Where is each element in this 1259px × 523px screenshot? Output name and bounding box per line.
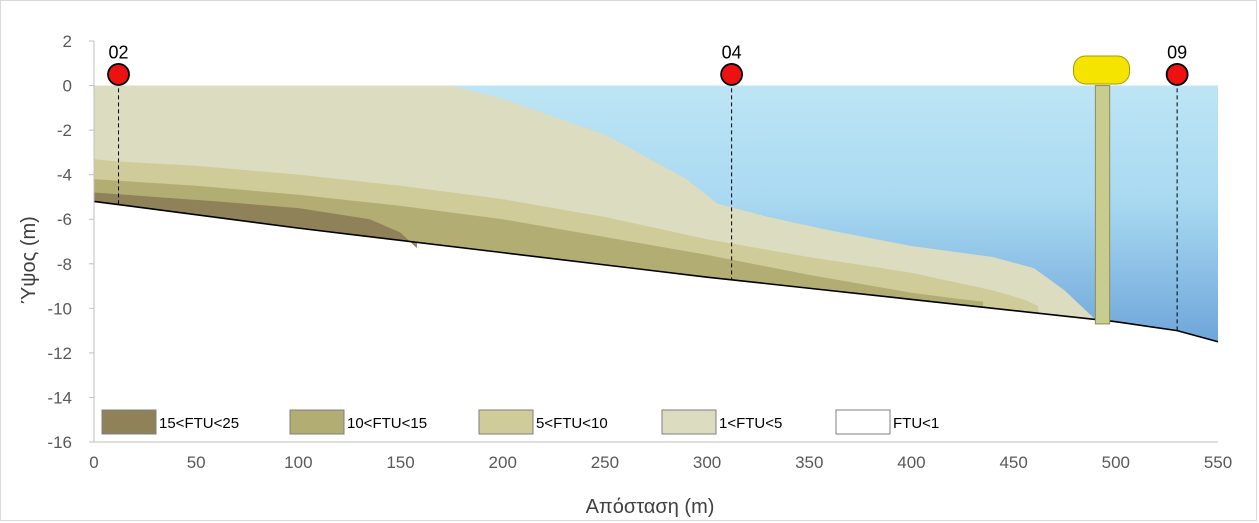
y-tick-label: -12	[47, 344, 72, 363]
x-tick-label: 100	[284, 453, 312, 472]
legend-swatch-10-ftu-15	[289, 409, 345, 435]
legend-label-ftu-1: FTU<1	[893, 415, 939, 432]
seabed-line	[93, 200, 1219, 343]
x-tick-label: 450	[999, 453, 1027, 472]
x-axis-title: Απόσταση (m)	[586, 496, 715, 518]
x-tick-label: 250	[591, 453, 619, 472]
turbidity-layer-1-ftu-5	[94, 85, 1096, 320]
legend-label-1-ftu-5: 1<FTU<5	[719, 415, 782, 432]
legend-swatch-15-ftu-25	[101, 409, 157, 435]
y-tick-label: -4	[57, 166, 72, 185]
x-tick-label: 550	[1204, 453, 1232, 472]
x-tick-label: 400	[897, 453, 925, 472]
station-marker-04	[720, 63, 744, 86]
buoy-icon	[1073, 55, 1131, 85]
x-tick-label: 200	[489, 453, 517, 472]
y-tick-label: 2	[63, 32, 72, 51]
station-label-02: 02	[109, 42, 129, 62]
y-tick-label: -2	[57, 121, 72, 140]
turbidity-layer-15-ftu-25	[94, 192, 417, 249]
x-tick-label: 150	[386, 453, 414, 472]
x-tick-label: 300	[693, 453, 721, 472]
legend-label-10-ftu-15: 10<FTU<15	[347, 415, 427, 432]
x-tick-label: 0	[89, 453, 98, 472]
y-tick-label: 0	[63, 77, 72, 96]
legend-label-15-ftu-25: 15<FTU<25	[159, 415, 239, 432]
y-tick-label: -14	[47, 388, 72, 407]
y-tick-label: -10	[47, 299, 72, 318]
x-tick-label: 350	[795, 453, 823, 472]
station-label-04: 04	[722, 42, 742, 62]
station-marker-02	[107, 63, 130, 86]
legend-swatch-5-ftu-10	[478, 409, 534, 435]
x-tick-label: 50	[187, 453, 206, 472]
y-tick-label: -8	[57, 255, 72, 274]
outfall-pipe	[1094, 85, 1111, 325]
legend-label-5-ftu-10: 5<FTU<10	[536, 415, 608, 432]
y-axis-title: Ύψος (m)	[18, 216, 40, 304]
x-tick-label: 500	[1102, 453, 1130, 472]
legend-swatch-ftu-1	[835, 409, 891, 435]
station-marker-09	[1165, 63, 1189, 86]
y-tick-label: -6	[57, 210, 72, 229]
legend-swatch-1-ftu-5	[661, 409, 717, 435]
station-label-09: 09	[1167, 42, 1187, 62]
y-tick-label: -16	[47, 433, 72, 452]
